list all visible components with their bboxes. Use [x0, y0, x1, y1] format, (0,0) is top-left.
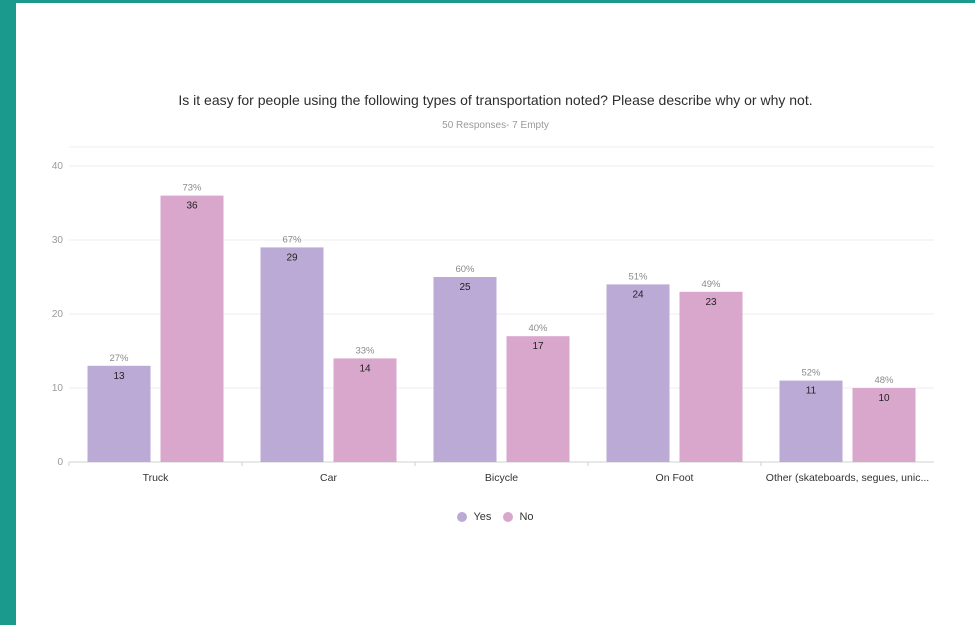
bar-value-label: 11: [806, 386, 817, 397]
bar-chart: 0 10 20 30 40 Truck 27% 13 73% 36 Car 67% 29 33% 14 Bic…: [52, 146, 934, 484]
bar-value-label: 17: [532, 341, 544, 352]
legend-item-no[interactable]: No: [503, 511, 534, 523]
bar-percent-label: 40%: [528, 323, 548, 334]
bar-no: [333, 358, 397, 462]
y-tick-label: 20: [52, 309, 64, 320]
legend-item-yes[interactable]: Yes: [457, 511, 491, 523]
y-tick-label: 0: [57, 457, 63, 468]
legend-swatch-yes: [457, 512, 468, 522]
y-tick-label: 40: [52, 161, 64, 172]
bar-value-label: 36: [186, 201, 198, 212]
bar-yes: [433, 277, 497, 462]
y-tick-label: 30: [52, 235, 64, 246]
bar-value-label: 29: [286, 252, 298, 263]
bar-percent-label: 73%: [182, 183, 202, 194]
x-tick-label: Other (skateboards, segues, unic...: [766, 472, 929, 484]
bar-percent-label: 33%: [355, 345, 375, 356]
bar-yes: [87, 365, 151, 462]
bar-value-label: 14: [359, 363, 371, 374]
legend: Yes No: [16, 511, 975, 523]
bar-no: [506, 336, 570, 462]
chart-card: Is it easy for people using the followin…: [16, 3, 975, 625]
bar-value-label: 23: [705, 297, 717, 308]
x-tick-label: Bicycle: [485, 472, 518, 484]
bar-no: [160, 195, 224, 462]
legend-label-no: No: [519, 511, 534, 523]
bar-percent-label: 52%: [801, 368, 821, 379]
bar-percent-label: 67%: [282, 234, 302, 245]
bar-no: [679, 291, 743, 462]
bar-percent-label: 49%: [701, 279, 721, 290]
chart-subtitle: 50 Responses- 7 Empty: [442, 120, 549, 131]
x-tick-label: On Foot: [656, 472, 694, 484]
bar-yes: [606, 284, 670, 462]
bar-yes: [779, 380, 843, 462]
bar-value-label: 25: [459, 282, 471, 293]
y-tick-label: 10: [52, 383, 64, 394]
bar-no: [852, 388, 916, 462]
bar-percent-label: 27%: [109, 353, 129, 364]
x-tick-label: Truck: [143, 472, 170, 484]
legend-swatch-no: [503, 512, 514, 522]
bar-value-label: 10: [878, 393, 890, 404]
x-tick-label: Car: [320, 472, 337, 484]
bar-value-label: 24: [632, 289, 644, 300]
bar-percent-label: 51%: [628, 271, 648, 282]
bar-percent-label: 60%: [455, 264, 475, 275]
bar-percent-label: 48%: [874, 375, 894, 386]
chart-title: Is it easy for people using the followin…: [178, 92, 813, 108]
bar-yes: [260, 247, 324, 462]
legend-label-yes: Yes: [473, 511, 492, 523]
bar-value-label: 13: [113, 371, 125, 382]
